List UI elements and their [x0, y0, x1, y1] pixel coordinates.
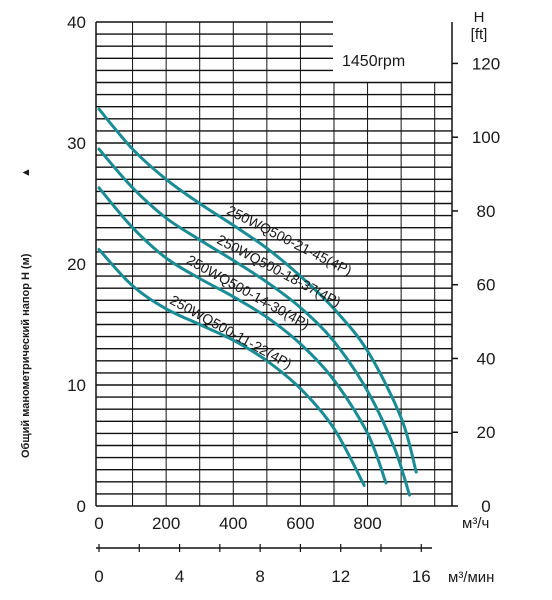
x-secondary-tick-label: 8 — [255, 567, 264, 586]
x-secondary-tick-label: 16 — [412, 567, 431, 586]
x-secondary-tick-label: 4 — [175, 567, 184, 586]
curve-250wq500-18-374p — [97, 147, 411, 497]
rpm-label: 1450rpm — [342, 53, 405, 70]
curves — [97, 107, 418, 497]
y-left-tick-label: 40 — [67, 13, 86, 32]
y-axis-title: Общий манометрический напор H (м) — [20, 253, 32, 458]
y-right-unit: [ft] — [471, 26, 488, 43]
y-right-tick-label: 120 — [472, 54, 500, 73]
x-secondary-tick-label: 12 — [331, 567, 350, 586]
x-primary-tick-label: 200 — [152, 514, 180, 533]
y-left-tick-label: 30 — [67, 134, 86, 153]
y-right-tick-label: 80 — [477, 202, 496, 221]
x-primary-tick-label: 0 — [94, 514, 103, 533]
rpm-label-background — [333, 50, 433, 72]
curve-250wq500-14-304p — [97, 186, 388, 485]
y-left-tick-label: 0 — [77, 497, 86, 516]
y-left-tick-label: 20 — [67, 255, 86, 274]
y-axis-title-arrow: ▲ — [20, 167, 32, 178]
y-right-tick-label: 100 — [472, 128, 500, 147]
curve-250wq500-21-454p — [97, 107, 418, 474]
x-primary-unit: м³/ч — [462, 515, 489, 532]
x-secondary-unit: м³/мин — [448, 569, 494, 586]
axes — [95, 21, 458, 552]
y-right-tick-label: 0 — [481, 497, 490, 516]
y-right-title: H — [474, 9, 485, 26]
x-secondary-tick-label: 0 — [94, 567, 103, 586]
y-right-tick-label: 60 — [477, 276, 496, 295]
x-primary-tick-label: 800 — [353, 514, 381, 533]
x-primary-tick-label: 600 — [286, 514, 314, 533]
y-left-tick-label: 10 — [67, 376, 86, 395]
y-right-tick-label: 20 — [477, 423, 496, 442]
y-right-tick-label: 40 — [477, 349, 496, 368]
curve-250wq500-11-224p — [97, 248, 366, 487]
x-primary-tick-label: 400 — [219, 514, 247, 533]
